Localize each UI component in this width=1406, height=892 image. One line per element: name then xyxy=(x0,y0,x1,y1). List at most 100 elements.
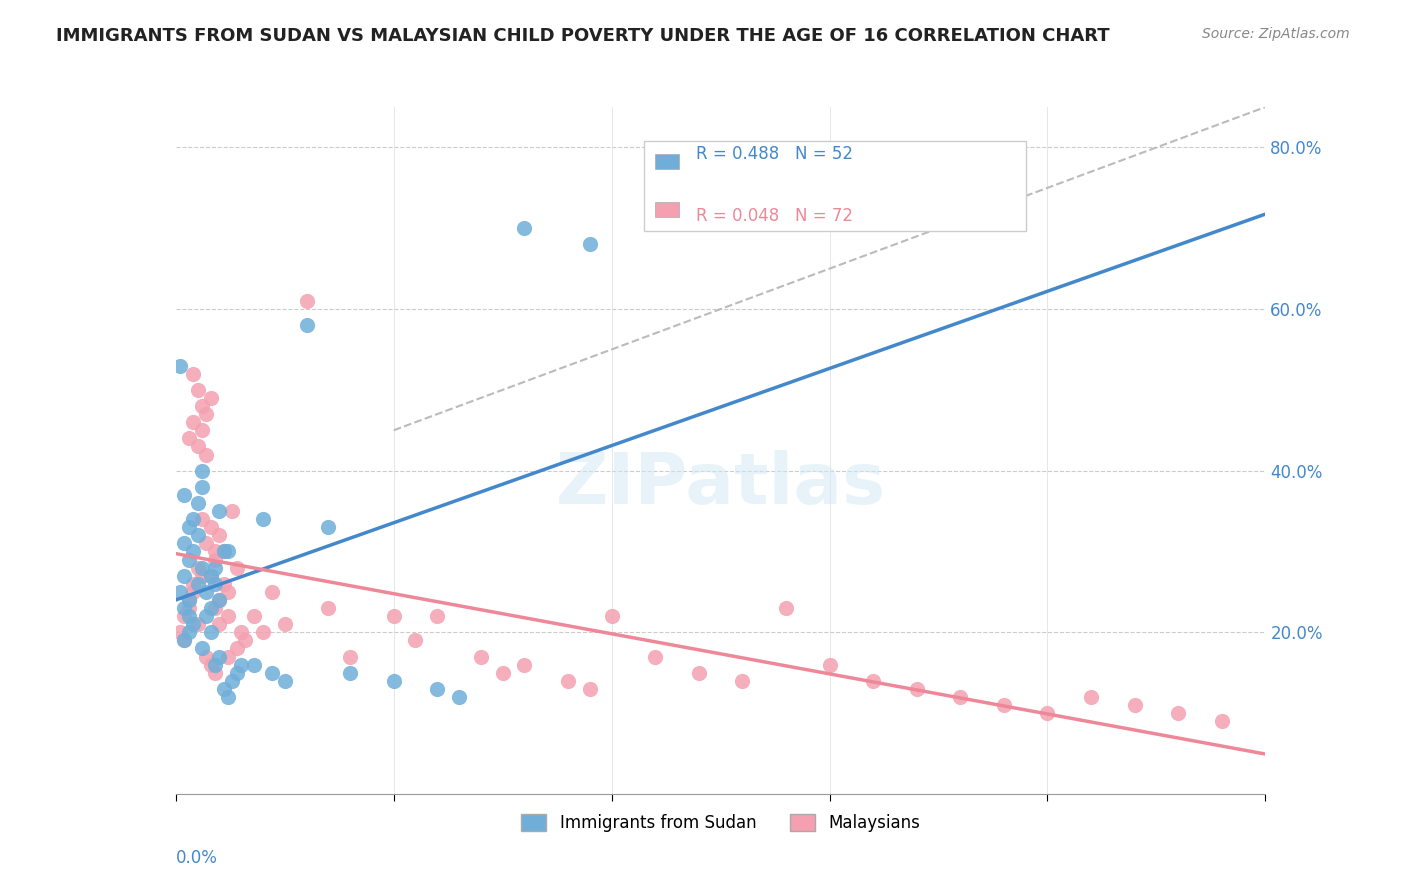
Point xyxy=(731,673,754,688)
Point xyxy=(177,593,200,607)
Point xyxy=(177,609,200,624)
Point xyxy=(382,673,405,688)
Point xyxy=(181,585,204,599)
Point xyxy=(513,657,536,672)
Point xyxy=(208,593,231,607)
Point xyxy=(231,625,253,640)
Point xyxy=(181,544,204,558)
Point xyxy=(318,601,340,615)
Point xyxy=(1123,698,1146,712)
Point xyxy=(600,609,623,624)
Point xyxy=(274,617,297,632)
Point xyxy=(191,560,214,574)
Point xyxy=(204,544,226,558)
Point xyxy=(217,609,239,624)
Point xyxy=(177,593,200,607)
Point xyxy=(221,504,243,518)
Point xyxy=(204,552,226,566)
Point xyxy=(260,585,283,599)
Point xyxy=(212,544,235,558)
Point xyxy=(204,601,226,615)
Point xyxy=(221,673,243,688)
Point xyxy=(186,528,209,542)
Point xyxy=(447,690,470,704)
Point xyxy=(200,568,222,582)
Point xyxy=(177,431,200,445)
Point xyxy=(200,625,222,640)
Point xyxy=(200,601,222,615)
Point xyxy=(295,318,318,333)
Point xyxy=(492,665,515,680)
Point xyxy=(513,221,536,235)
Point xyxy=(274,673,297,688)
Text: R = 0.488   N = 52: R = 0.488 N = 52 xyxy=(696,145,852,163)
Point xyxy=(204,576,226,591)
Point xyxy=(204,665,226,680)
Point xyxy=(243,657,266,672)
Point xyxy=(993,698,1015,712)
Text: 0.0%: 0.0% xyxy=(176,849,218,867)
Point xyxy=(225,665,247,680)
Point xyxy=(235,633,257,648)
Point xyxy=(191,641,214,656)
Text: Source: ZipAtlas.com: Source: ZipAtlas.com xyxy=(1202,27,1350,41)
Point xyxy=(243,609,266,624)
Point xyxy=(339,649,361,664)
Point xyxy=(173,601,195,615)
Point xyxy=(173,609,195,624)
Point xyxy=(177,601,200,615)
Point xyxy=(181,617,204,632)
Point xyxy=(225,560,247,574)
Point xyxy=(426,681,449,696)
Point xyxy=(186,576,209,591)
FancyBboxPatch shape xyxy=(655,153,679,169)
FancyBboxPatch shape xyxy=(655,202,679,217)
Point xyxy=(200,520,222,534)
Point xyxy=(212,681,235,696)
Point xyxy=(318,520,340,534)
Point xyxy=(173,633,195,648)
Point xyxy=(191,423,214,437)
Point xyxy=(1167,706,1189,720)
Point xyxy=(212,544,235,558)
Point xyxy=(252,512,274,526)
Point xyxy=(181,367,204,381)
Point xyxy=(405,633,427,648)
Point xyxy=(775,601,797,615)
Point xyxy=(208,528,231,542)
Point xyxy=(382,609,405,624)
Point xyxy=(181,512,204,526)
Point xyxy=(173,568,195,582)
Point xyxy=(217,690,239,704)
Point xyxy=(208,649,231,664)
Point xyxy=(186,496,209,510)
Point xyxy=(200,657,222,672)
Point xyxy=(818,657,841,672)
Point xyxy=(177,520,200,534)
Point xyxy=(200,568,222,582)
Legend: Immigrants from Sudan, Malaysians: Immigrants from Sudan, Malaysians xyxy=(513,805,928,840)
Point xyxy=(200,391,222,405)
Point xyxy=(426,609,449,624)
Point xyxy=(195,585,218,599)
Point xyxy=(173,536,195,550)
Point xyxy=(186,560,209,574)
Point xyxy=(195,609,218,624)
Point xyxy=(191,464,214,478)
Point xyxy=(181,576,204,591)
Point xyxy=(204,657,226,672)
Point xyxy=(862,673,884,688)
Point xyxy=(169,625,191,640)
Point xyxy=(191,512,214,526)
Point xyxy=(173,488,195,502)
Point xyxy=(204,560,226,574)
Point xyxy=(195,536,218,550)
Point xyxy=(208,504,231,518)
Point xyxy=(579,681,602,696)
Point xyxy=(217,649,239,664)
Point xyxy=(186,383,209,397)
Point xyxy=(186,439,209,453)
Point xyxy=(195,448,218,462)
Text: R = 0.048   N = 72: R = 0.048 N = 72 xyxy=(696,207,852,226)
Point xyxy=(1080,690,1102,704)
